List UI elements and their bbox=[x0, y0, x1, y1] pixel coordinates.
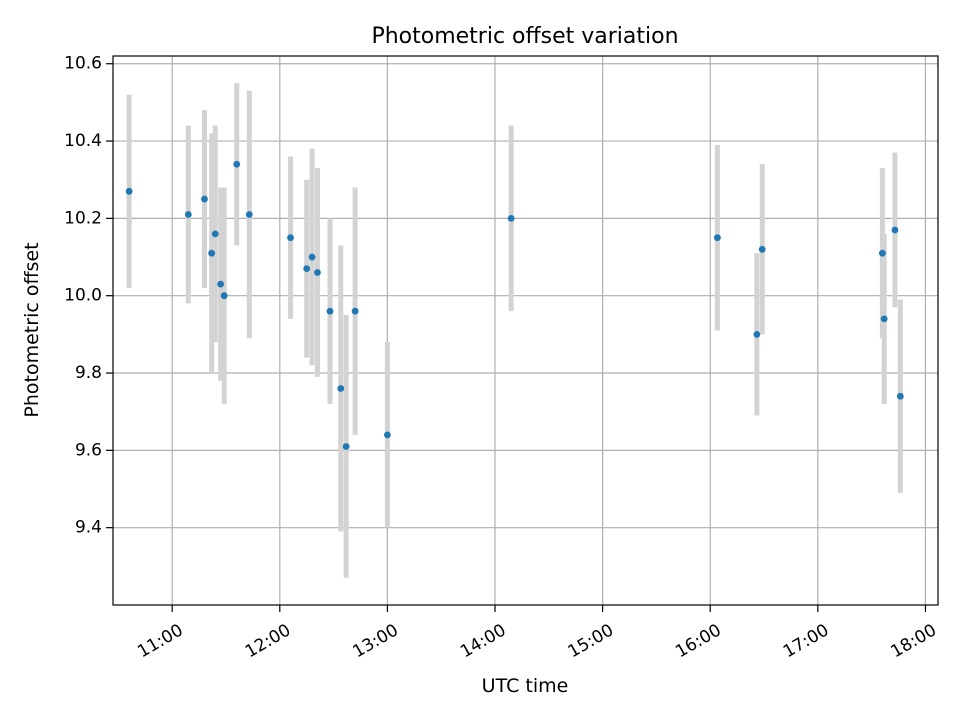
data-point bbox=[125, 187, 133, 195]
data-point bbox=[891, 226, 899, 234]
chart-title: Photometric offset variation bbox=[371, 24, 678, 49]
data-point bbox=[303, 265, 311, 273]
data-point bbox=[880, 315, 888, 323]
data-point bbox=[384, 431, 391, 439]
y-tick-label: 10.6 bbox=[64, 54, 102, 74]
data-point bbox=[507, 214, 515, 222]
y-tick-label: 9.6 bbox=[75, 440, 102, 460]
x-axis-label: UTC time bbox=[482, 675, 569, 697]
axes-frame bbox=[112, 55, 939, 606]
data-point bbox=[184, 211, 192, 218]
data-point bbox=[220, 292, 228, 300]
data-point bbox=[208, 249, 216, 257]
data-point bbox=[753, 330, 761, 338]
data-point bbox=[879, 249, 886, 257]
y-tick-label: 10.4 bbox=[64, 131, 102, 151]
data-point bbox=[351, 307, 359, 315]
data-point bbox=[245, 211, 253, 218]
y-tick-label: 10.0 bbox=[64, 286, 102, 306]
data-point bbox=[201, 195, 208, 203]
data-point bbox=[758, 245, 766, 253]
data-point bbox=[337, 385, 345, 392]
y-tick-label: 9.8 bbox=[75, 363, 102, 383]
y-axis-ticks: 9.4 9.6 9.8 10.0 10.2 10.4 10.6 bbox=[64, 54, 113, 538]
data-points bbox=[125, 160, 904, 450]
data-point bbox=[896, 392, 904, 400]
y-tick-label: 10.2 bbox=[64, 208, 102, 228]
data-point bbox=[287, 234, 294, 242]
data-point bbox=[308, 253, 316, 261]
data-point bbox=[714, 234, 721, 242]
y-tick-label: 9.4 bbox=[75, 518, 102, 538]
data-point bbox=[342, 443, 350, 450]
data-point bbox=[211, 230, 219, 238]
data-point bbox=[233, 160, 241, 168]
data-point bbox=[326, 307, 334, 315]
data-point bbox=[217, 280, 225, 288]
y-axis-label: Photometric offset bbox=[21, 242, 43, 417]
data-point bbox=[314, 269, 321, 276]
